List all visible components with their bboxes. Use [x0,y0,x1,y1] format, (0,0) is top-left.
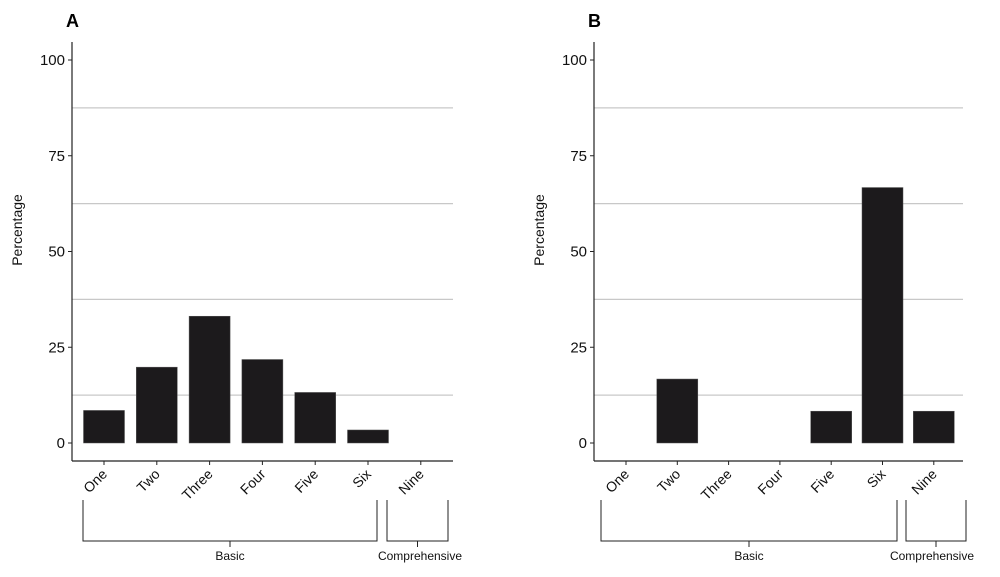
group-label: Comprehensive [890,549,974,563]
panel-label: B [588,11,601,31]
x-tick-label: Six [864,466,889,491]
group-bracket-comprehensive: Comprehensive [890,500,974,563]
y-tick-label: 75 [48,148,65,165]
panel-b: B 0 25 50 75 100 Percentage One Two Three Four Five… [531,11,974,563]
bar-two [136,366,178,444]
bar-three [188,315,231,444]
bar-six [347,429,389,444]
group-label: Basic [215,549,244,563]
x-tick-label: Five [807,466,837,496]
bar-nine [913,410,955,444]
group-label: Comprehensive [378,549,462,563]
y-tick-label: 25 [48,339,65,356]
y-tick-label: 50 [570,244,587,261]
x-tick-label: Two [654,466,684,496]
x-tick-label: Nine [908,466,940,498]
bar-five [810,410,852,444]
x-tick-label: Five [291,466,321,496]
group-label: Basic [734,549,763,563]
y-tick-label: 100 [40,52,65,69]
y-tick-label: 75 [570,148,587,165]
x-tick-label: Nine [395,466,427,498]
y-axis-label: Percentage [9,194,25,266]
x-tick-label: Three [179,466,216,503]
y-tick-label: 25 [570,339,587,356]
group-bracket-comprehensive: Comprehensive [378,500,462,563]
y-tick-label: 100 [562,52,587,69]
x-tick-label: Three [698,466,735,503]
bar-two [656,378,699,444]
bar-six [861,187,904,444]
x-tick-label: Four [754,466,786,498]
bar-four [241,359,284,444]
y-axis-label: Percentage [531,194,547,266]
bar-one [83,410,125,444]
x-tick-label: One [602,466,632,496]
bar-five [294,392,336,444]
y-tick-label: 0 [579,435,587,452]
y-tick-label: 0 [57,435,65,452]
group-bracket-basic: Basic [600,500,898,563]
bracket-line [82,500,378,542]
bracket-line [386,500,449,542]
group-bracket-basic: Basic [82,500,378,563]
y-tick-label: 50 [48,244,65,261]
x-tick-label: Two [133,466,163,496]
x-tick-label: One [80,466,110,496]
panel-a: A 0 25 50 75 100 Percentage One Two Three Four Five… [9,11,462,563]
x-tick-label: Four [237,466,269,498]
bracket-line [905,500,967,542]
x-tick-label: Six [349,466,374,491]
panel-label: A [66,11,79,31]
bracket-line [600,500,898,542]
